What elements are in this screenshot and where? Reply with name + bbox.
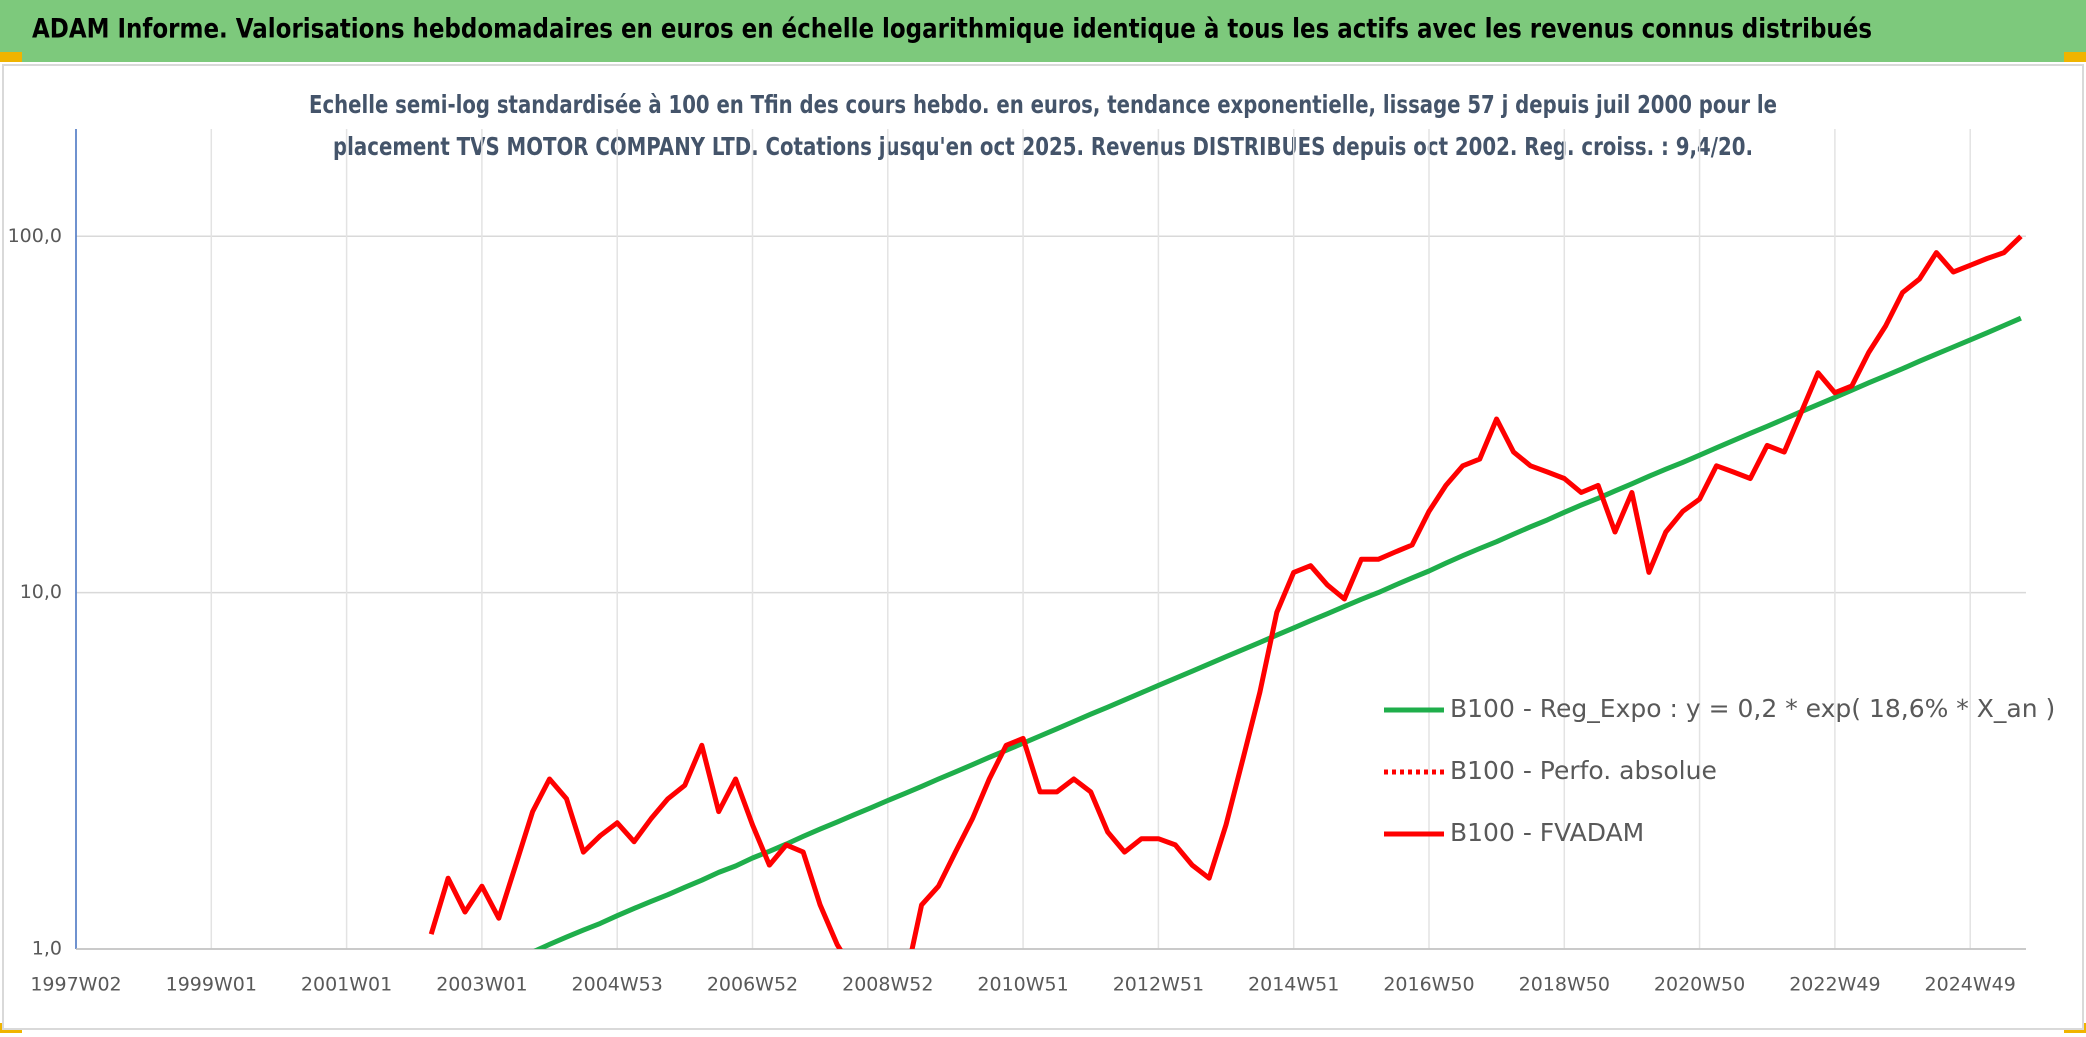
corner-mark [0,52,22,62]
chart-subtitle: placement TVS MOTOR COMPANY LTD. Cotatio… [333,132,1753,161]
header-bar [0,0,2086,62]
x-tick-label: 2022W49 [1789,974,1880,996]
chart-title: ADAM Informe. Valorisations hebdomadaire… [32,14,1872,45]
x-tick-label: 1997W02 [30,974,121,996]
chart-subtitle: Echelle semi-log standardisée à 100 en T… [309,90,1777,119]
x-tick-label: 2001W01 [301,974,392,996]
y-tick-label: 10,0 [20,581,62,603]
x-tick-label: 2004W53 [572,974,663,996]
y-tick-label: 1,0 [32,938,62,960]
legend-label: B100 - Perfo. absolue [1450,756,1717,785]
x-tick-label: 2010W51 [977,974,1068,996]
x-tick-label: 2006W52 [707,974,798,996]
x-tick-label: 1999W01 [166,974,257,996]
x-tick-label: 2014W51 [1248,974,1339,996]
x-tick-label: 2018W50 [1519,974,1610,996]
corner-mark [2064,52,2086,62]
y-tick-label: 100,0 [8,225,62,247]
x-tick-label: 2016W50 [1383,974,1474,996]
legend-label: B100 - Reg_Expo : y = 0,2 * exp( 18,6% *… [1450,694,2055,723]
series-line [533,315,2022,949]
plot-area [428,234,2023,949]
chart-frame [2,64,2084,1030]
x-tick-label: 2012W51 [1113,974,1204,996]
x-tick-label: 2024W49 [1925,974,2016,996]
x-tick-label: 2020W50 [1654,974,1745,996]
x-tick-label: 2008W52 [842,974,933,996]
series-line [428,234,2023,949]
x-tick-label: 2003W01 [436,974,527,996]
legend-label: B100 - FVADAM [1450,818,1644,847]
